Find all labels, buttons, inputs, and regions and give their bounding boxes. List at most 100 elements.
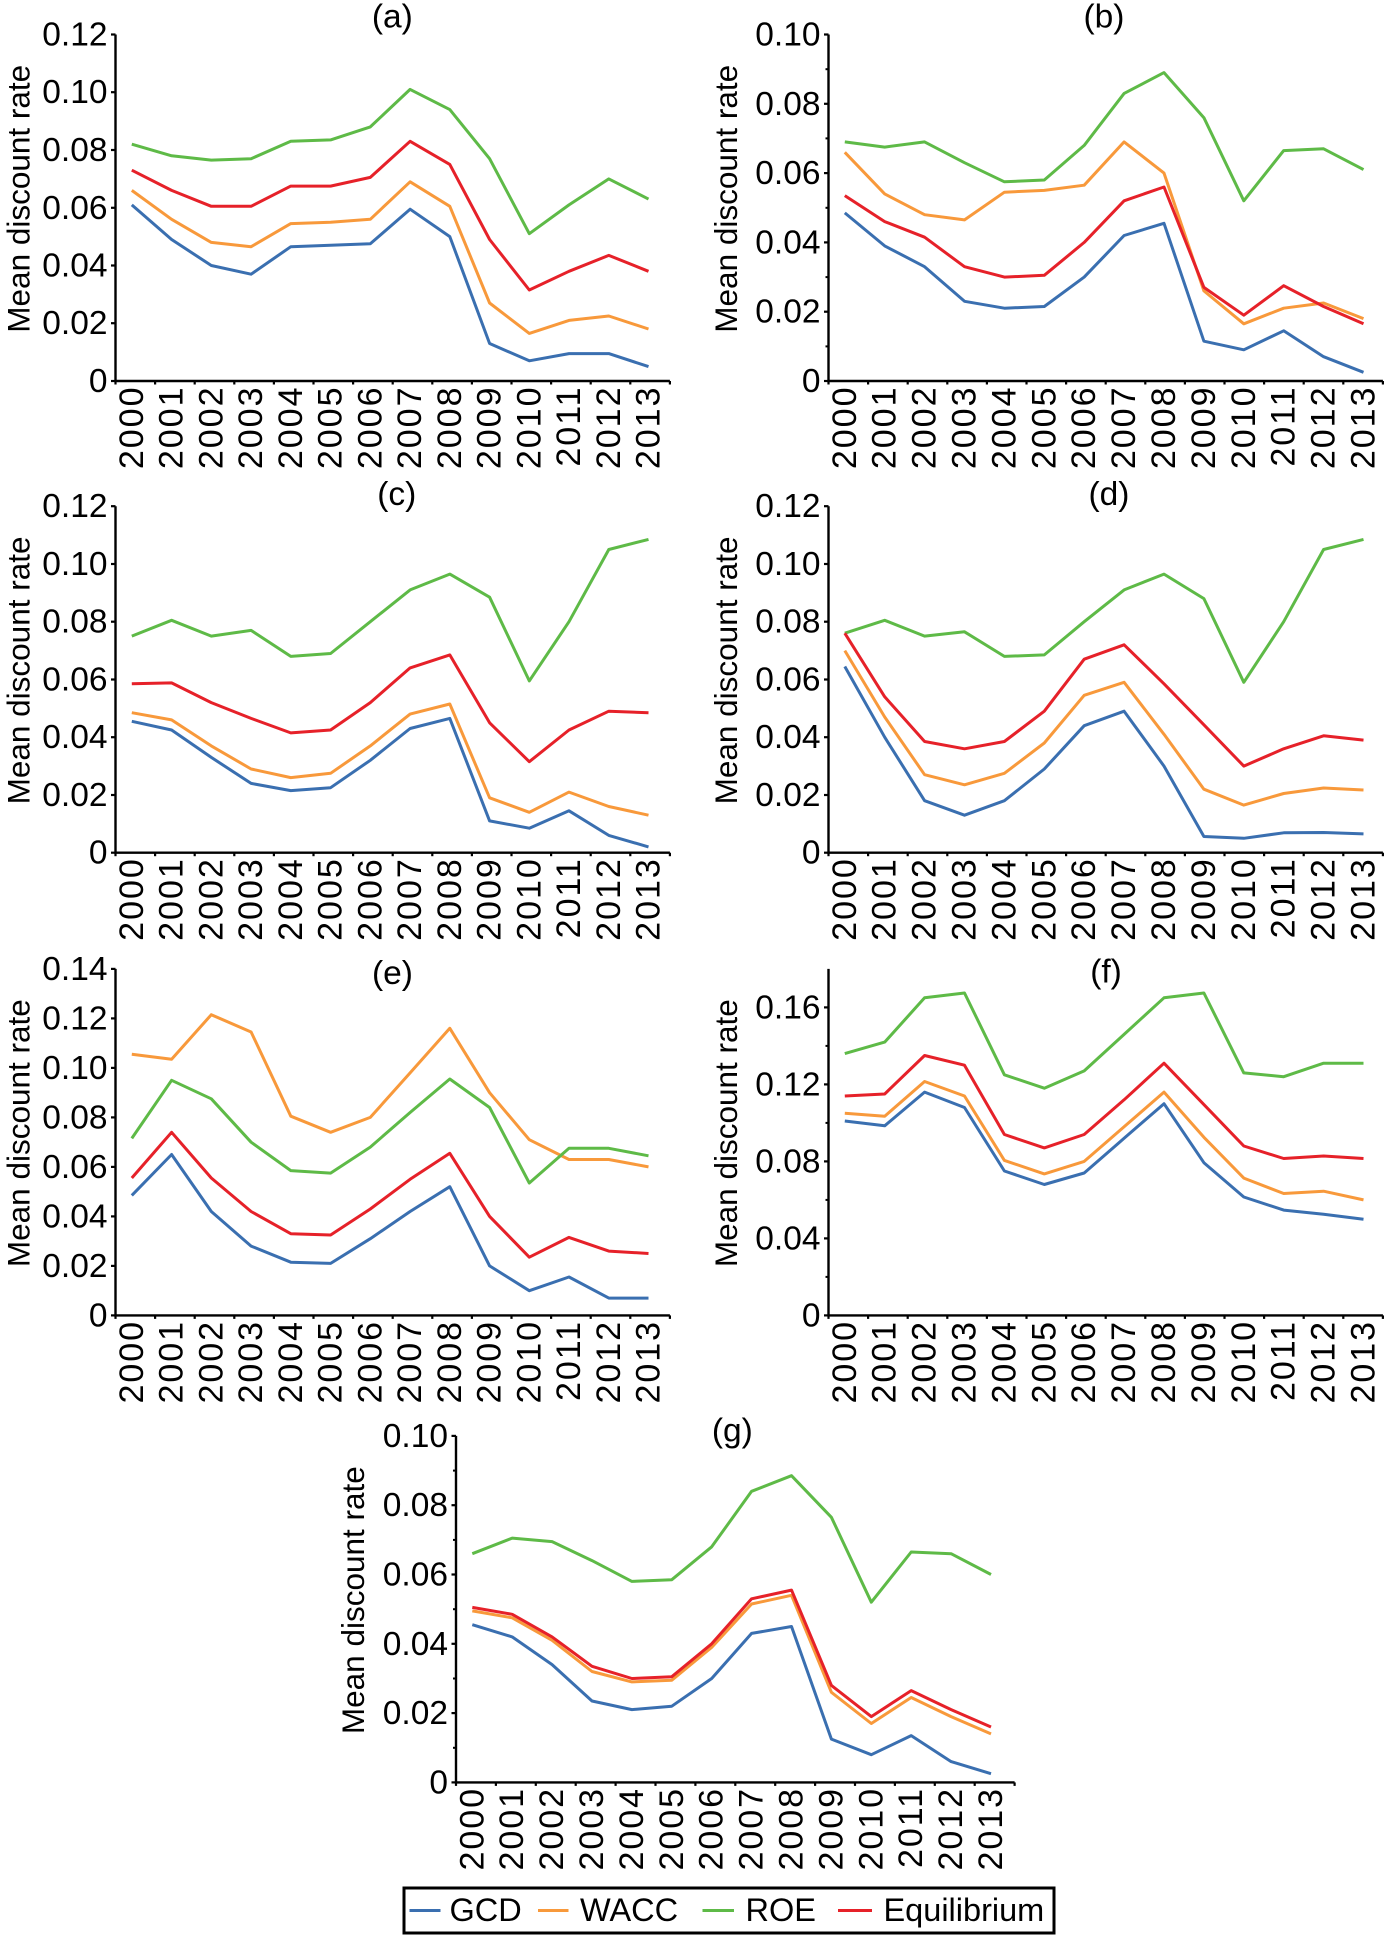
svg-text:2010: 2010 (1225, 386, 1263, 470)
svg-text:2005: 2005 (1025, 386, 1063, 470)
svg-text:2003: 2003 (573, 1787, 611, 1871)
svg-text:2009: 2009 (471, 1320, 509, 1404)
svg-text:2004: 2004 (272, 386, 310, 470)
svg-text:0.08: 0.08 (755, 604, 820, 641)
svg-text:2011: 2011 (550, 1320, 588, 1401)
svg-text:2008: 2008 (1145, 857, 1183, 941)
svg-text:2012: 2012 (590, 1320, 628, 1404)
svg-text:0.10: 0.10 (42, 74, 107, 111)
svg-text:2007: 2007 (391, 386, 429, 470)
svg-text:(b): (b) (1084, 0, 1125, 36)
svg-text:2007: 2007 (1105, 1320, 1143, 1404)
svg-text:ROE: ROE (746, 1892, 816, 1928)
svg-text:2000: 2000 (826, 386, 864, 470)
svg-text:2005: 2005 (1025, 857, 1063, 941)
svg-text:0.06: 0.06 (42, 662, 107, 699)
svg-text:2005: 2005 (653, 1787, 691, 1871)
svg-text:2008: 2008 (1145, 386, 1183, 470)
svg-text:0.08: 0.08 (42, 132, 107, 169)
svg-text:2006: 2006 (351, 857, 389, 941)
svg-text:2012: 2012 (1305, 1320, 1343, 1404)
svg-text:2002: 2002 (192, 857, 230, 941)
svg-text:2007: 2007 (733, 1787, 771, 1871)
svg-text:2006: 2006 (351, 386, 389, 470)
svg-text:2008: 2008 (1145, 1320, 1183, 1404)
svg-text:Mean discount rate: Mean discount rate (1, 999, 37, 1267)
svg-text:2008: 2008 (773, 1787, 811, 1871)
svg-text:2003: 2003 (946, 386, 984, 470)
svg-text:2002: 2002 (906, 1320, 944, 1404)
svg-text:2002: 2002 (192, 1320, 230, 1404)
svg-text:2012: 2012 (1305, 857, 1343, 941)
svg-text:2003: 2003 (946, 1320, 984, 1404)
svg-text:0.04: 0.04 (755, 719, 820, 756)
svg-text:2011: 2011 (550, 386, 588, 467)
svg-text:2004: 2004 (985, 857, 1023, 941)
svg-text:0: 0 (429, 1764, 448, 1801)
svg-text:0.12: 0.12 (42, 17, 107, 54)
svg-text:2004: 2004 (613, 1787, 651, 1871)
svg-text:0.14: 0.14 (42, 951, 107, 988)
svg-text:2003: 2003 (946, 857, 984, 941)
svg-text:2001: 2001 (153, 386, 191, 470)
svg-text:2013: 2013 (1345, 1320, 1383, 1404)
svg-text:Mean discount rate: Mean discount rate (708, 999, 744, 1267)
svg-text:2010: 2010 (1225, 857, 1263, 941)
svg-text:2007: 2007 (391, 1320, 429, 1404)
svg-text:0.06: 0.06 (383, 1557, 448, 1594)
svg-text:2005: 2005 (312, 857, 350, 941)
svg-text:2001: 2001 (153, 857, 191, 941)
svg-text:2009: 2009 (1185, 1320, 1223, 1404)
svg-text:0: 0 (802, 835, 821, 872)
svg-text:2013: 2013 (1345, 386, 1383, 470)
svg-text:2010: 2010 (852, 1787, 890, 1871)
svg-text:0.02: 0.02 (42, 777, 107, 814)
svg-text:2011: 2011 (1265, 1320, 1303, 1401)
svg-text:(d): (d) (1089, 476, 1130, 513)
svg-text:0.06: 0.06 (755, 155, 820, 192)
svg-text:0.08: 0.08 (42, 1099, 107, 1136)
svg-text:2010: 2010 (510, 386, 548, 470)
svg-text:2004: 2004 (985, 386, 1023, 470)
svg-text:2007: 2007 (391, 857, 429, 941)
svg-text:0: 0 (89, 363, 108, 400)
svg-text:WACC: WACC (580, 1892, 678, 1928)
svg-text:Mean discount rate: Mean discount rate (708, 536, 744, 804)
svg-text:2000: 2000 (113, 1320, 151, 1404)
svg-text:2004: 2004 (272, 1320, 310, 1404)
svg-text:2011: 2011 (550, 857, 588, 938)
svg-text:2012: 2012 (590, 386, 628, 470)
svg-text:0.04: 0.04 (383, 1626, 448, 1663)
svg-text:2000: 2000 (826, 857, 864, 941)
svg-text:0.16: 0.16 (755, 989, 820, 1026)
svg-text:(e): (e) (372, 955, 413, 992)
svg-text:2009: 2009 (471, 385, 509, 469)
svg-text:2001: 2001 (153, 1320, 191, 1404)
svg-text:2000: 2000 (113, 386, 151, 470)
svg-text:0.08: 0.08 (383, 1487, 448, 1524)
svg-text:0: 0 (89, 835, 108, 872)
svg-text:0.08: 0.08 (755, 1143, 820, 1180)
svg-text:0.02: 0.02 (383, 1695, 448, 1732)
svg-text:2004: 2004 (272, 857, 310, 941)
svg-text:(a): (a) (372, 0, 413, 36)
svg-text:0.06: 0.06 (755, 662, 820, 699)
svg-text:2006: 2006 (1065, 386, 1103, 470)
svg-text:0: 0 (89, 1297, 108, 1334)
svg-text:0.10: 0.10 (383, 1418, 448, 1455)
svg-text:Mean discount rate: Mean discount rate (335, 1466, 371, 1734)
svg-text:2011: 2011 (892, 1787, 930, 1868)
svg-text:Equilibrium: Equilibrium (884, 1892, 1045, 1928)
svg-text:2000: 2000 (826, 1320, 864, 1404)
svg-text:0.02: 0.02 (42, 1248, 107, 1285)
svg-text:0.10: 0.10 (755, 546, 820, 583)
svg-text:0.02: 0.02 (755, 777, 820, 814)
svg-text:2009: 2009 (1185, 857, 1223, 941)
svg-text:2013: 2013 (972, 1787, 1010, 1871)
svg-text:2010: 2010 (510, 857, 548, 941)
svg-text:(f): (f) (1090, 954, 1122, 991)
svg-text:2012: 2012 (932, 1787, 970, 1871)
svg-text:0.02: 0.02 (42, 305, 107, 342)
svg-text:2009: 2009 (471, 857, 509, 941)
svg-text:0: 0 (802, 363, 821, 400)
